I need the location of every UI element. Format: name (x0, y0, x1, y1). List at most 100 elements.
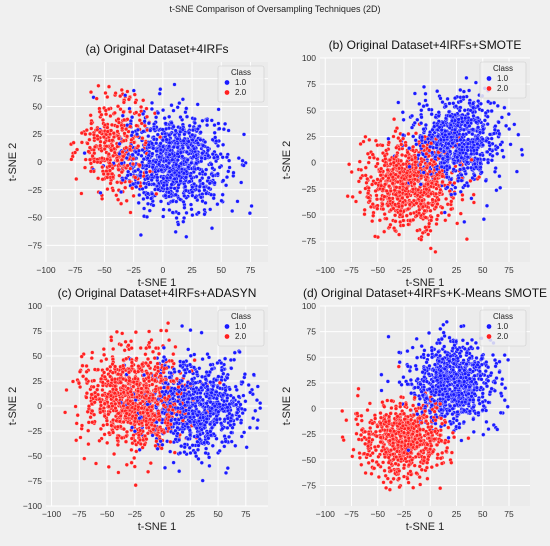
point-class-1.0 (135, 180, 141, 185)
point-class-2.0 (124, 145, 129, 150)
point-class-1.0 (451, 167, 456, 172)
point-class-1.0 (140, 186, 145, 191)
point-class-2.0 (143, 352, 148, 357)
point-class-1.0 (180, 323, 185, 329)
point-class-1.0 (474, 151, 479, 156)
point-class-2.0 (155, 361, 160, 366)
point-class-1.0 (203, 139, 208, 145)
point-class-2.0 (422, 190, 427, 195)
point-class-1.0 (467, 88, 472, 93)
point-class-1.0 (489, 158, 494, 163)
y-tick-label: −100 (23, 501, 42, 511)
point-class-2.0 (174, 376, 179, 381)
point-class-1.0 (429, 135, 434, 140)
point-class-2.0 (102, 374, 107, 379)
point-class-1.0 (172, 176, 177, 181)
point-class-2.0 (121, 109, 126, 115)
point-class-2.0 (119, 435, 124, 440)
point-class-1.0 (170, 210, 175, 215)
point-class-2.0 (150, 349, 156, 354)
point-class-2.0 (373, 181, 378, 186)
point-class-1.0 (209, 162, 214, 167)
point-class-1.0 (225, 466, 230, 471)
point-class-1.0 (214, 436, 219, 441)
point-class-2.0 (379, 183, 384, 188)
point-class-1.0 (481, 217, 486, 222)
point-class-1.0 (215, 143, 221, 148)
y-tick-label: −25 (28, 185, 43, 195)
point-class-1.0 (199, 385, 204, 390)
point-class-1.0 (459, 147, 464, 153)
point-class-2.0 (427, 148, 432, 153)
point-class-2.0 (104, 418, 109, 423)
point-class-1.0 (224, 155, 229, 160)
point-class-2.0 (88, 169, 93, 174)
point-class-2.0 (151, 427, 156, 432)
point-class-2.0 (88, 161, 93, 166)
point-class-1.0 (255, 425, 260, 431)
point-class-2.0 (140, 136, 145, 141)
point-class-2.0 (134, 449, 139, 454)
point-class-2.0 (130, 441, 135, 446)
point-class-2.0 (102, 432, 107, 437)
point-class-2.0 (159, 398, 164, 403)
point-class-2.0 (477, 175, 482, 180)
point-class-1.0 (478, 130, 483, 135)
point-class-2.0 (418, 202, 423, 207)
point-class-1.0 (209, 367, 214, 372)
point-class-1.0 (138, 232, 143, 238)
point-class-2.0 (428, 246, 433, 251)
point-class-1.0 (458, 99, 463, 104)
point-class-2.0 (146, 469, 151, 474)
point-class-2.0 (121, 100, 126, 105)
point-class-2.0 (99, 376, 104, 381)
point-class-2.0 (93, 390, 98, 395)
point-class-1.0 (117, 141, 122, 146)
point-class-1.0 (183, 188, 188, 193)
point-class-1.0 (192, 419, 197, 424)
point-class-1.0 (222, 444, 227, 449)
point-class-2.0 (84, 395, 89, 400)
point-class-2.0 (110, 138, 115, 143)
point-class-2.0 (123, 439, 129, 444)
point-class-2.0 (74, 421, 79, 426)
point-class-1.0 (469, 196, 474, 201)
point-class-2.0 (116, 197, 121, 202)
point-class-2.0 (133, 376, 138, 381)
point-class-1.0 (461, 89, 466, 94)
point-class-2.0 (96, 83, 101, 88)
point-class-1.0 (167, 133, 172, 138)
point-class-2.0 (90, 154, 95, 159)
point-class-1.0 (130, 115, 135, 120)
point-class-2.0 (142, 123, 147, 128)
point-class-1.0 (193, 195, 198, 200)
point-class-2.0 (153, 346, 159, 351)
y-tick-label: 25 (33, 376, 43, 386)
point-class-1.0 (212, 155, 217, 160)
point-class-2.0 (125, 89, 130, 94)
x-tick-label: −50 (371, 509, 386, 519)
point-class-1.0 (432, 124, 437, 129)
point-class-2.0 (367, 155, 372, 160)
point-class-2.0 (93, 461, 99, 466)
point-class-1.0 (151, 203, 156, 208)
point-class-2.0 (385, 167, 390, 172)
point-class-2.0 (89, 356, 94, 361)
point-class-1.0 (204, 370, 209, 375)
point-class-1.0 (475, 141, 480, 146)
point-class-2.0 (123, 185, 128, 190)
point-class-2.0 (128, 210, 133, 215)
point-class-1.0 (443, 104, 448, 109)
point-class-2.0 (105, 125, 110, 130)
point-class-1.0 (445, 185, 450, 190)
point-class-2.0 (432, 176, 437, 181)
point-class-2.0 (110, 403, 115, 409)
point-class-1.0 (442, 210, 447, 215)
point-class-1.0 (158, 199, 164, 204)
point-class-1.0 (207, 181, 212, 186)
point-class-2.0 (128, 109, 133, 114)
point-class-1.0 (417, 101, 422, 106)
point-class-2.0 (89, 121, 94, 126)
point-class-2.0 (139, 420, 144, 426)
point-class-2.0 (86, 404, 92, 409)
